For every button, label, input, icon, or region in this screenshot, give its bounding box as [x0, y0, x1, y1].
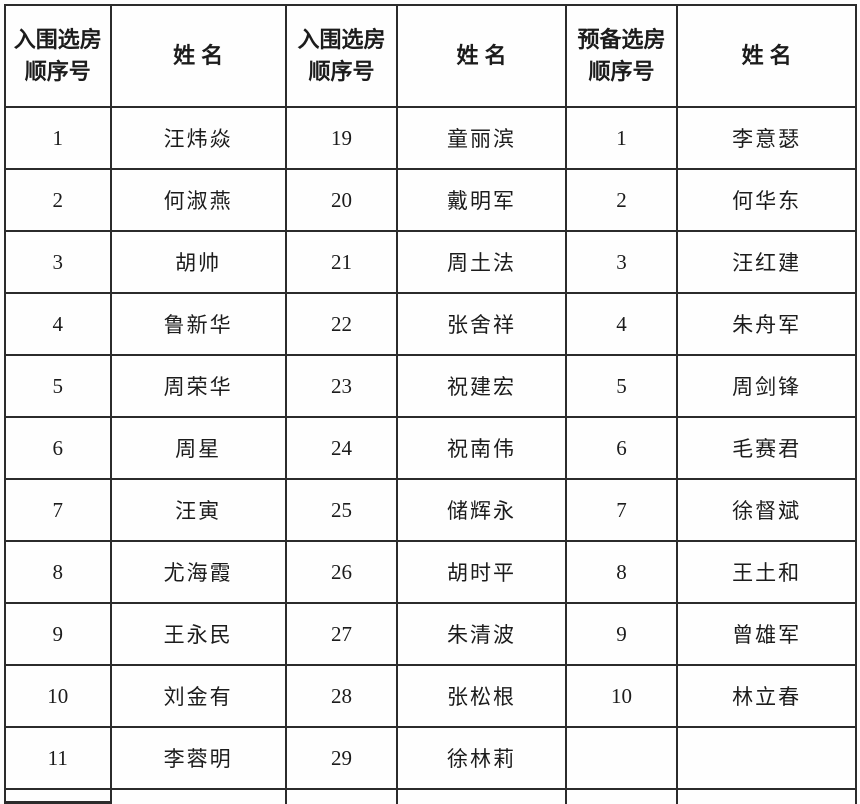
name-cell: 祝南伟: [396, 416, 567, 480]
name-cell: 戴明军: [396, 168, 567, 232]
seq-cell: 8: [564, 540, 679, 604]
table-row: 7 汪寅 25 储辉永 7 徐督斌: [4, 478, 857, 542]
seq-cell: 1: [564, 106, 679, 170]
column-header-shortlist-seq-1: 入围选房顺序号: [4, 4, 112, 108]
name-cell: 周星: [109, 416, 287, 480]
empty-cell: [396, 788, 567, 804]
seq-cell: 5: [4, 354, 112, 418]
name-cell: 朱清波: [396, 602, 567, 666]
table-row: 4 鲁新华 22 张舍祥 4 朱舟军: [4, 292, 857, 356]
name-cell: 李蓉明: [109, 726, 287, 790]
name-cell: 周剑锋: [676, 354, 857, 418]
seq-cell: 11: [4, 726, 112, 790]
name-cell: 何华东: [676, 168, 857, 232]
seq-cell: 9: [564, 602, 679, 666]
seq-cell: 6: [564, 416, 679, 480]
name-cell: [676, 726, 857, 790]
name-cell: 徐督斌: [676, 478, 857, 542]
header-row: 入围选房顺序号 姓名 入围选房顺序号 姓名 预备选房顺序号 姓名: [4, 4, 857, 108]
seq-cell: [564, 726, 679, 790]
name-cell: 何淑燕: [109, 168, 287, 232]
seq-cell: 7: [4, 478, 112, 542]
seq-cell: 7: [564, 478, 679, 542]
name-cell: 周荣华: [109, 354, 287, 418]
seq-cell: 9: [4, 602, 112, 666]
seq-cell: 25: [284, 478, 399, 542]
name-cell: 汪红建: [676, 230, 857, 294]
seq-cell: 27: [284, 602, 399, 666]
table-row: 1 汪炜焱 19 童丽滨 1 李意瑟: [4, 106, 857, 170]
name-cell: 朱舟军: [676, 292, 857, 356]
column-header-reserve-seq: 预备选房顺序号: [564, 4, 679, 108]
name-cell: 徐林莉: [396, 726, 567, 790]
seq-cell: 2: [4, 168, 112, 232]
table-row: 2 何淑燕 20 戴明军 2 何华东: [4, 168, 857, 232]
name-cell: 鲁新华: [109, 292, 287, 356]
seq-cell: 19: [284, 106, 399, 170]
seq-cell: 4: [4, 292, 112, 356]
empty-cell: [4, 788, 112, 804]
empty-cell: [564, 788, 679, 804]
name-cell: 汪炜焱: [109, 106, 287, 170]
column-header-name-1: 姓名: [109, 4, 287, 108]
seq-cell: 5: [564, 354, 679, 418]
name-cell: 胡帅: [109, 230, 287, 294]
column-header-name-2: 姓名: [396, 4, 567, 108]
seq-cell: 10: [564, 664, 679, 728]
table-row: 8 尤海霞 26 胡时平 8 王土和: [4, 540, 857, 604]
name-cell: 胡时平: [396, 540, 567, 604]
name-cell: 毛赛君: [676, 416, 857, 480]
seq-cell: 26: [284, 540, 399, 604]
name-cell: 刘金有: [109, 664, 287, 728]
name-cell: 张舍祥: [396, 292, 567, 356]
table-row-partial: [4, 788, 857, 804]
column-header-name-3: 姓名: [676, 4, 857, 108]
column-header-shortlist-seq-2: 入围选房顺序号: [284, 4, 399, 108]
name-cell: 童丽滨: [396, 106, 567, 170]
name-cell: 尤海霞: [109, 540, 287, 604]
name-cell: 曾雄军: [676, 602, 857, 666]
name-cell: 李意瑟: [676, 106, 857, 170]
seq-cell: 1: [4, 106, 112, 170]
seq-cell: 3: [564, 230, 679, 294]
table-row: 9 王永民 27 朱清波 9 曾雄军: [4, 602, 857, 666]
name-cell: 王土和: [676, 540, 857, 604]
name-cell: 祝建宏: [396, 354, 567, 418]
name-cell: 张松根: [396, 664, 567, 728]
seq-cell: 20: [284, 168, 399, 232]
empty-cell: [676, 788, 857, 804]
seq-cell: 29: [284, 726, 399, 790]
seq-cell: 23: [284, 354, 399, 418]
name-cell: 王永民: [109, 602, 287, 666]
seq-cell: 28: [284, 664, 399, 728]
seq-cell: 10: [4, 664, 112, 728]
seq-cell: 21: [284, 230, 399, 294]
name-cell: 周土法: [396, 230, 567, 294]
table-row: 5 周荣华 23 祝建宏 5 周剑锋: [4, 354, 857, 418]
name-cell: 林立春: [676, 664, 857, 728]
seq-cell: 4: [564, 292, 679, 356]
seq-cell: 24: [284, 416, 399, 480]
seq-cell: 2: [564, 168, 679, 232]
housing-selection-table: 入围选房顺序号 姓名 入围选房顺序号 姓名 预备选房顺序号 姓名 1 汪炜焱 1…: [4, 4, 857, 804]
table-row: 10 刘金有 28 张松根 10 林立春: [4, 664, 857, 728]
next-row-top-edge: [5, 801, 111, 804]
name-cell: 汪寅: [109, 478, 287, 542]
name-cell: 储辉永: [396, 478, 567, 542]
table-row: 3 胡帅 21 周土法 3 汪红建: [4, 230, 857, 294]
seq-cell: 3: [4, 230, 112, 294]
seq-cell: 8: [4, 540, 112, 604]
table-row: 11 李蓉明 29 徐林莉: [4, 726, 857, 790]
seq-cell: 6: [4, 416, 112, 480]
empty-cell: [109, 788, 287, 804]
seq-cell: 22: [284, 292, 399, 356]
empty-cell: [284, 788, 399, 804]
table-row: 6 周星 24 祝南伟 6 毛赛君: [4, 416, 857, 480]
